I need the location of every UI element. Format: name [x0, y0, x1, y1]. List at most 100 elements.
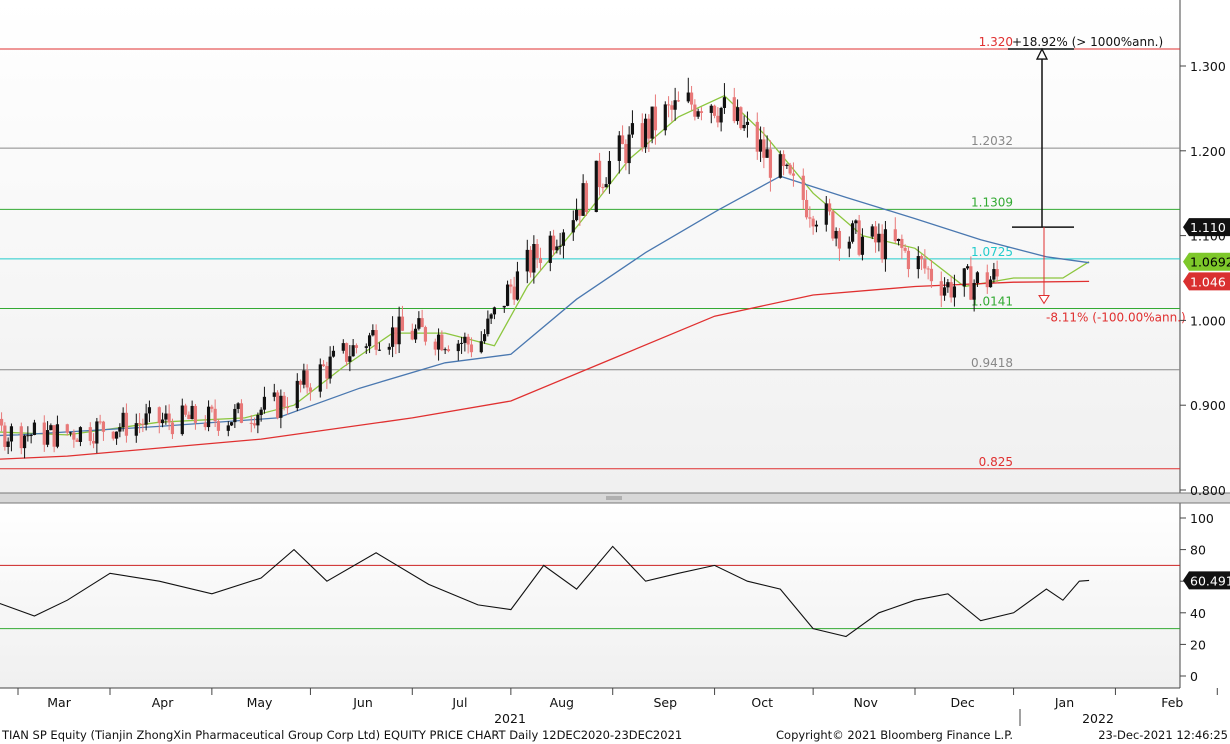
candle-body: [900, 238, 904, 248]
candle-body: [118, 427, 122, 432]
candle-body: [791, 173, 796, 176]
candle-body: [916, 256, 920, 270]
candle-body: [551, 235, 556, 251]
fib-level-label: 1.0725: [971, 245, 1013, 259]
candle-body: [880, 233, 884, 260]
candle-body: [512, 286, 516, 300]
candle-body: [693, 104, 697, 117]
rsi-y-tick-label: 40: [1190, 606, 1206, 621]
candle-body: [781, 154, 786, 167]
candle-body: [282, 395, 286, 407]
candle-body: [755, 121, 759, 152]
candle-body: [111, 431, 115, 439]
candle-body: [870, 226, 874, 237]
candle-body: [939, 281, 943, 296]
candle-body: [486, 318, 490, 335]
candle-body: [459, 342, 464, 344]
rsi-y-tick-label: 80: [1190, 543, 1206, 558]
last-value-tag: [1183, 218, 1230, 237]
candle-body: [926, 268, 930, 270]
candle-body: [594, 160, 598, 212]
candle-body: [857, 220, 861, 255]
price-y-tick-label: 0.900: [1190, 398, 1226, 413]
candle-body: [98, 421, 102, 423]
candle-body: [190, 405, 194, 420]
candle-body: [653, 106, 658, 131]
candle-body: [719, 107, 723, 123]
candle-body: [75, 439, 79, 442]
candle-body: [88, 427, 92, 441]
candle-body: [617, 135, 621, 161]
candle-body: [308, 387, 313, 392]
candle-body: [571, 220, 575, 233]
candle-body: [420, 318, 424, 328]
candle-body: [32, 422, 37, 435]
candle-body: [814, 224, 819, 227]
candle-body: [670, 105, 674, 110]
fib-level-label: 1.320: [979, 35, 1013, 49]
candle-body: [367, 335, 372, 347]
candle-body: [302, 370, 306, 385]
candle-body: [328, 356, 332, 379]
candle-body: [808, 217, 812, 219]
candle-body: [965, 266, 970, 269]
candle-body: [923, 259, 927, 269]
candle-body: [525, 249, 529, 272]
candle-body: [758, 139, 763, 152]
price-y-tick-label: 1.000: [1190, 313, 1226, 328]
candle-body: [394, 327, 398, 345]
candle-body: [548, 235, 552, 263]
candle-body: [344, 343, 349, 362]
candle-body: [213, 408, 217, 422]
rsi-series-line: [0, 545, 1090, 638]
candle-body: [229, 422, 234, 426]
candle-body: [502, 305, 506, 308]
candle-body: [440, 334, 444, 351]
candle-body: [193, 405, 198, 423]
candle-body: [259, 409, 263, 415]
candle-body: [183, 405, 188, 415]
measure-down-annotation: -8.11% (-100.00%ann.): [1046, 310, 1186, 324]
candle-body: [325, 366, 329, 379]
candle-body: [180, 405, 184, 435]
candle-body: [147, 407, 152, 414]
fib-level-label: 0.9418: [971, 356, 1013, 370]
candle-body: [834, 230, 838, 239]
candle-body: [952, 286, 957, 298]
footer-security-title: TIAN SP Equity (Tianjin ZhongXin Pharmac…: [1, 728, 682, 742]
candle-body: [72, 432, 76, 440]
candle-body: [321, 364, 326, 367]
x-month-label: Jul: [451, 695, 467, 710]
last-value-tag-label: 60.491: [1190, 573, 1230, 588]
candle-body: [893, 229, 897, 242]
candle-body: [597, 160, 602, 188]
candle-body: [804, 199, 809, 218]
candle-body: [443, 349, 447, 351]
candle-body: [318, 364, 322, 392]
candle-body: [49, 425, 53, 431]
arrow-up-icon: [1035, 47, 1049, 60]
x-month-label: Jun: [352, 695, 373, 710]
candle-body: [699, 111, 704, 113]
candle-body: [295, 380, 299, 409]
candle-body: [206, 406, 211, 428]
candle-body: [239, 403, 244, 423]
candle-body: [686, 92, 690, 102]
candle-body: [210, 406, 214, 409]
candle-body: [45, 430, 50, 445]
candle-body: [663, 104, 667, 131]
candle-body: [456, 343, 460, 352]
candle-body: [101, 421, 106, 432]
price-y-tick-label: 1.200: [1190, 144, 1226, 159]
candle-body: [164, 413, 168, 420]
panel-divider[interactable]: [0, 493, 1230, 503]
candle-body: [482, 334, 487, 342]
candle-body: [883, 229, 888, 260]
candle-body: [226, 425, 230, 431]
candle-body: [22, 435, 27, 449]
candle-body: [689, 92, 694, 105]
candle-body: [992, 269, 996, 280]
candle-body: [896, 238, 901, 242]
candle-body: [285, 406, 290, 409]
x-month-label: Apr: [152, 695, 174, 710]
